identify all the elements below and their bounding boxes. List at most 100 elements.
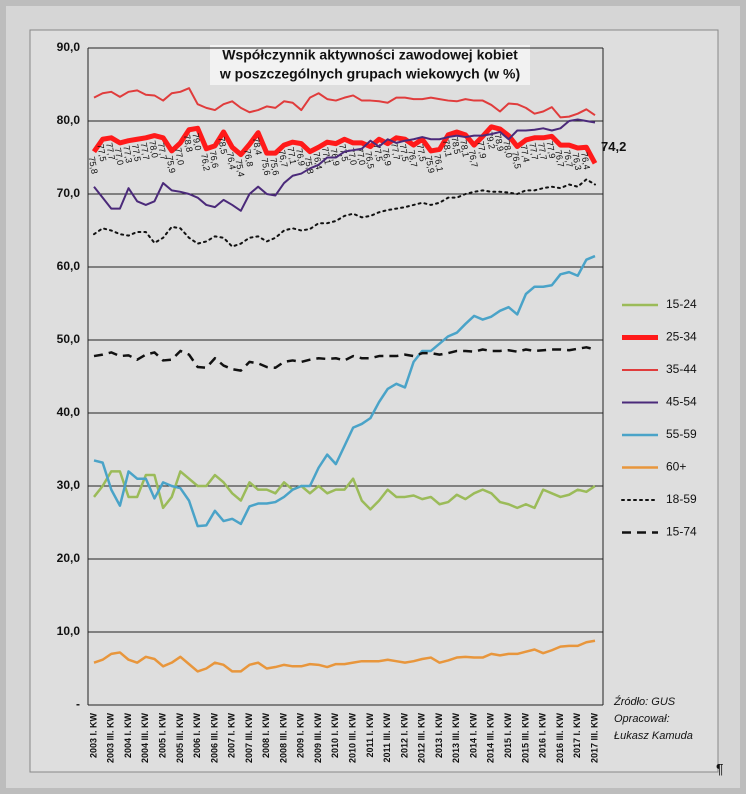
x-tick-label: 2013 III. KW xyxy=(451,713,461,764)
x-tick-label: 2008 I. KW xyxy=(261,713,271,759)
x-tick-label: 2012 I. KW xyxy=(399,713,409,759)
legend-label: 25-34 xyxy=(666,330,697,344)
data-label: 75,9 xyxy=(164,155,177,174)
x-tick-label: 2008 III. KW xyxy=(278,713,288,764)
x-tick-label: 2003 III. KW xyxy=(106,713,116,764)
data-label: 78,1 xyxy=(441,139,454,158)
series-line xyxy=(93,87,596,119)
data-label: 77,9 xyxy=(475,140,488,159)
data-label: 77,5 xyxy=(95,143,108,162)
x-tick-label: 2013 I. KW xyxy=(434,713,444,759)
data-label: 77,7 xyxy=(139,142,152,161)
data-label: 77,5 xyxy=(398,143,411,162)
data-label: 78,0 xyxy=(147,140,160,159)
data-label: 77,5 xyxy=(372,143,385,162)
data-label: 76,6 xyxy=(208,150,221,169)
x-tick-label: 2016 I. KW xyxy=(538,713,548,759)
data-label: 76,7 xyxy=(562,149,575,168)
y-tick-label: 80,0 xyxy=(57,113,81,127)
data-label: 77,7 xyxy=(389,142,402,161)
data-label: 74,2 xyxy=(601,139,626,154)
data-label: 77,5 xyxy=(130,143,143,162)
series-line xyxy=(93,254,596,528)
data-label: 77,7 xyxy=(104,142,117,161)
x-tick-label: 2015 I. KW xyxy=(503,713,513,759)
x-tick-label: 2004 III. KW xyxy=(140,713,150,764)
series-line xyxy=(93,639,596,673)
data-label: 77,3 xyxy=(121,145,134,164)
x-tick-label: 2017 III. KW xyxy=(589,713,599,764)
y-tick-label: 40,0 xyxy=(57,405,81,419)
y-tick-label: 20,0 xyxy=(57,551,81,565)
legend-label: 45-54 xyxy=(666,395,697,409)
x-tick-label: 2007 I. KW xyxy=(227,713,237,759)
x-tick-label: 2003 I. KW xyxy=(88,713,98,759)
author-label: Opracował: xyxy=(614,713,670,725)
x-tick-label: 2014 III. KW xyxy=(486,713,496,764)
chart-title: Współczynnik aktywności zawodowej kobiet xyxy=(222,47,518,63)
data-label: 76,4 xyxy=(225,151,238,170)
source: Źródło: GUS xyxy=(613,695,676,708)
y-tick-label: 30,0 xyxy=(57,478,81,492)
data-label: 75,6 xyxy=(268,157,281,176)
legend-label: 55-59 xyxy=(666,427,697,441)
x-tick-label: 2010 I. KW xyxy=(330,713,340,759)
data-label: 77,5 xyxy=(415,143,428,162)
legend-label: 18-59 xyxy=(666,492,697,506)
x-tick-label: 2012 III. KW xyxy=(417,713,427,764)
data-label: 76,4 xyxy=(579,151,592,170)
series-line xyxy=(93,178,596,248)
y-tick-label: 70,0 xyxy=(57,186,81,200)
data-label: 78,5 xyxy=(216,136,229,155)
pilcrow: ¶ xyxy=(716,761,724,777)
series-line xyxy=(93,346,596,372)
data-label: 77,4 xyxy=(519,144,532,163)
data-label: 75,4 xyxy=(234,159,247,178)
title-box xyxy=(210,45,530,85)
series-line xyxy=(93,470,596,511)
data-label: 76,5 xyxy=(510,151,523,170)
x-tick-label: 2006 I. KW xyxy=(192,713,202,759)
data-label: 76,3 xyxy=(570,152,583,171)
data-label: 76,7 xyxy=(553,149,566,168)
data-label: 77,0 xyxy=(173,147,186,166)
data-label: 78,8 xyxy=(182,134,195,153)
chart-subtitle: w poszczególnych grupach wiekowych (w %) xyxy=(219,66,520,82)
x-tick-label: 2009 III. KW xyxy=(313,713,323,764)
series-line xyxy=(91,124,598,165)
author: Łukasz Kamuda xyxy=(614,730,693,742)
y-tick-label: - xyxy=(76,697,80,711)
data-label: 79,0 xyxy=(190,132,203,151)
data-label: 77,1 xyxy=(285,146,298,165)
data-label: 77,7 xyxy=(156,142,169,161)
data-label: 78,0 xyxy=(501,140,514,159)
legend-label: 15-24 xyxy=(666,297,697,311)
series-line xyxy=(93,118,596,212)
x-tick-label: 2017 I. KW xyxy=(572,713,582,759)
x-tick-label: 2011 I. KW xyxy=(365,713,375,758)
data-label: 78,1 xyxy=(458,139,471,158)
data-label: 78,4 xyxy=(251,137,264,156)
data-label: 77,7 xyxy=(527,142,540,161)
data-label: 76,5 xyxy=(363,151,376,170)
data-label: 77,9 xyxy=(545,140,558,159)
data-label: 76,2 xyxy=(199,153,212,172)
y-tick-label: 60,0 xyxy=(57,259,81,273)
x-tick-label: 2005 I. KW xyxy=(157,713,167,759)
x-tick-label: 2014 I. KW xyxy=(468,713,478,759)
x-tick-label: 2016 III. KW xyxy=(555,713,565,764)
legend-label: 15-74 xyxy=(666,525,697,539)
y-tick-label: 10,0 xyxy=(57,624,81,638)
legend-label: 60+ xyxy=(666,460,686,474)
x-tick-label: 2015 III. KW xyxy=(520,713,530,764)
y-tick-label: 90,0 xyxy=(57,40,81,54)
x-tick-label: 2004 I. KW xyxy=(123,713,133,759)
data-label: 76,7 xyxy=(277,149,290,168)
data-label: 77,0 xyxy=(113,147,126,166)
x-tick-label: 2010 III. KW xyxy=(348,713,358,764)
data-label: 78,5 xyxy=(449,136,462,155)
data-label: 76,7 xyxy=(467,149,480,168)
data-label: 78,9 xyxy=(493,133,506,152)
data-label: 76,1 xyxy=(432,153,445,172)
